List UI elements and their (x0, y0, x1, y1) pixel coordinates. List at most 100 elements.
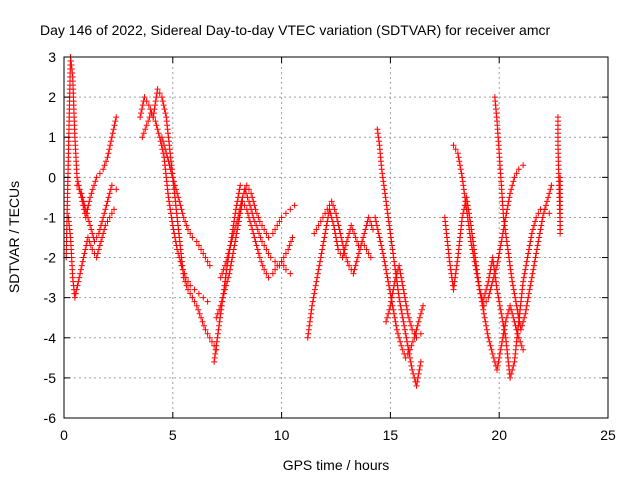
data-point (367, 254, 374, 261)
data-point (451, 278, 458, 285)
data-point (343, 254, 350, 261)
data-point (460, 182, 467, 189)
data-point (528, 234, 535, 241)
data-point (420, 302, 427, 309)
data-point (382, 262, 389, 269)
data-point (229, 234, 236, 241)
data-point (151, 106, 158, 113)
data-point (380, 182, 387, 189)
data-point (101, 210, 108, 217)
data-point (222, 262, 229, 269)
data-point (480, 306, 487, 313)
data-point (411, 330, 418, 337)
data-point (322, 210, 329, 217)
data-point (375, 134, 382, 141)
data-point (389, 246, 396, 253)
data-point (227, 262, 234, 269)
data-point (311, 290, 318, 297)
data-point (496, 298, 503, 305)
data-point (185, 286, 192, 293)
data-point (459, 178, 466, 185)
y-tick-label: 1 (48, 129, 56, 145)
x-tick-label: 0 (60, 427, 68, 443)
data-point (472, 266, 479, 273)
data-point (525, 246, 532, 253)
data-point (224, 254, 231, 261)
data-point (404, 338, 411, 345)
data-point (380, 254, 387, 261)
data-point (416, 366, 423, 373)
data-point (288, 238, 295, 245)
data-point (106, 190, 113, 197)
data-point (80, 254, 87, 261)
y-tick-label: -5 (44, 370, 57, 386)
data-point (109, 130, 116, 137)
data-point (74, 282, 81, 289)
data-point (171, 230, 178, 237)
data-point (158, 134, 165, 141)
data-point (452, 146, 459, 153)
data-point (199, 318, 206, 325)
data-point (410, 370, 417, 377)
data-point (96, 226, 103, 233)
data-point (255, 214, 262, 221)
data-point (202, 254, 209, 261)
data-point (278, 258, 285, 265)
data-point (212, 350, 219, 357)
data-point (531, 222, 538, 229)
data-point (527, 282, 534, 289)
data-point (464, 214, 471, 221)
data-point (510, 314, 517, 321)
data-point (351, 266, 358, 273)
data-point (509, 182, 516, 189)
data-point (139, 134, 146, 141)
data-point (183, 222, 190, 229)
data-point (154, 126, 161, 133)
data-point (418, 306, 425, 313)
data-point (381, 258, 388, 265)
data-point (361, 242, 368, 249)
data-point (335, 246, 342, 253)
data-point (104, 198, 111, 205)
data-point (376, 234, 383, 241)
data-point (512, 298, 519, 305)
data-point (231, 226, 238, 233)
data-point (467, 234, 474, 241)
data-point (373, 222, 380, 229)
data-point (375, 230, 382, 237)
y-tick-labels: -6 -5 -4 -3 -2 -1 0 1 2 3 (44, 49, 57, 426)
data-point (491, 270, 498, 277)
data-point (499, 314, 506, 321)
data-point (374, 226, 381, 233)
plot-frame (63, 56, 609, 419)
data-point (111, 206, 118, 213)
data-point (409, 366, 416, 373)
data-point (407, 358, 414, 365)
series-trace-19 (554, 114, 564, 237)
data-point (523, 258, 530, 265)
data-point (538, 218, 545, 225)
data-point (278, 214, 285, 221)
data-point (539, 214, 546, 221)
data-point (348, 222, 355, 229)
data-point (306, 322, 313, 329)
data-point (305, 330, 312, 337)
data-point (245, 214, 252, 221)
data-point (533, 246, 540, 253)
data-point (176, 198, 183, 205)
data-point (336, 226, 343, 233)
data-point (164, 154, 171, 161)
data-point (398, 274, 405, 281)
data-point (450, 286, 457, 293)
data-point (148, 110, 155, 117)
data-point (95, 230, 102, 237)
data-point (86, 218, 93, 225)
data-point (230, 230, 237, 237)
data-point (362, 226, 369, 233)
data-point (496, 246, 503, 253)
data-point (96, 242, 103, 249)
data-point (92, 178, 99, 185)
data-point (451, 282, 458, 289)
data-point (395, 330, 402, 337)
data-point (161, 106, 168, 113)
